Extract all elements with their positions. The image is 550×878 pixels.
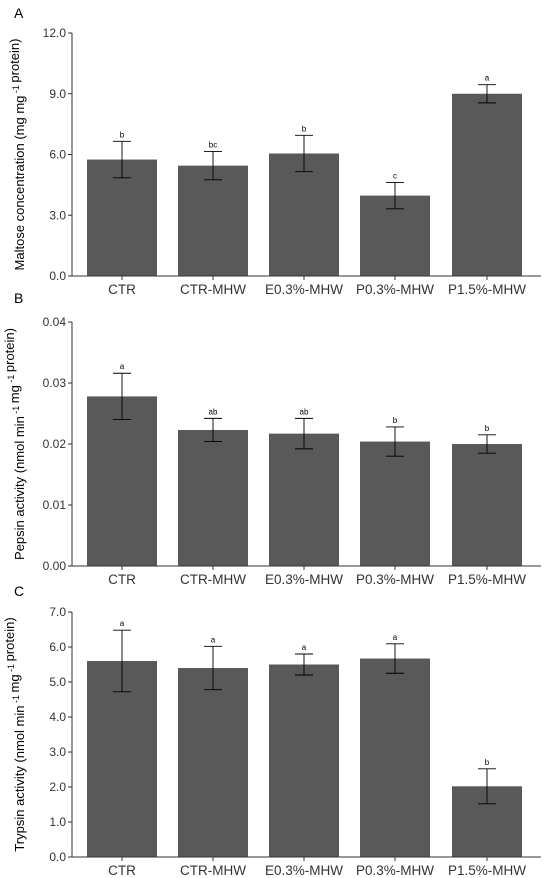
y-tick-label: 7.0 (49, 605, 66, 619)
bar (269, 664, 339, 857)
significance-letter: bc (209, 140, 217, 149)
significance-letter: b (393, 416, 398, 425)
significance-letter: a (393, 633, 398, 642)
bar (452, 444, 522, 566)
panel-label: B (14, 290, 23, 306)
x-tick-label: P0.3%-MHW (356, 572, 434, 587)
bar (452, 93, 522, 276)
x-tick-label: P0.3%-MHW (356, 282, 434, 297)
y-tick-label: 4.0 (49, 710, 66, 724)
y-axis-label-text: Maltose concentration (mg mg (12, 96, 27, 271)
bar (87, 159, 157, 276)
y-axis-label-text: mg (7, 385, 22, 403)
error-bar (295, 417, 313, 450)
y-tick-label: 0.0 (49, 850, 66, 864)
x-tick-label: P1.5%-MHW (448, 282, 526, 297)
error-bar (478, 84, 496, 104)
y-tick-label: 9.0 (49, 87, 66, 101)
error-bar (386, 181, 404, 210)
panel-label: C (14, 583, 24, 599)
error-bar (478, 434, 496, 454)
y-axis-label-text: protein) (7, 39, 22, 83)
x-tick-label: CTR-MHW (180, 863, 246, 878)
significance-letter: c (393, 171, 397, 180)
error-bar (386, 426, 404, 457)
y-tick-label: 0.02 (43, 437, 67, 451)
bar (360, 441, 430, 566)
significance-letter: ab (209, 407, 218, 416)
y-axis-label-superscript: -1 (6, 661, 16, 674)
bar (178, 668, 248, 857)
x-tick-label: CTR (108, 863, 136, 878)
y-axis-label-superscript: -1 (11, 403, 21, 416)
x-tick-label: CTR (108, 282, 136, 297)
error-bar (204, 151, 222, 181)
error-bar (386, 643, 404, 674)
error-bar (295, 653, 313, 676)
panel-b: Ba ab ab b b 0.00 0.01 0.02 0.03 0.04 CTR CTR-MHW E0… (2, 290, 541, 587)
significance-letter: ab (300, 407, 309, 416)
error-bar (113, 372, 131, 421)
panel-c: Ca a a a b 0.0 1.0 2.0 3.0 4.0 5.0 6.0 7.0 CTR CTR-MHW… (2, 583, 541, 878)
significance-letter: a (485, 74, 490, 83)
significance-letter: a (120, 362, 125, 371)
error-bar (113, 140, 131, 179)
x-tick-label: P0.3%-MHW (356, 863, 434, 878)
y-tick-label: 1.0 (49, 815, 66, 829)
y-tick-label: 0.01 (43, 498, 67, 512)
error-bar (204, 417, 222, 443)
y-axis-label-superscript: -1 (6, 372, 16, 385)
x-tick-label: E0.3%-MHW (265, 572, 343, 587)
y-axis-label-text: Pepsin activity (nmol min (12, 416, 27, 560)
y-axis-label-superscript: -1 (11, 83, 21, 96)
y-tick-label: 2.0 (49, 780, 66, 794)
x-tick-label: CTR (108, 572, 136, 587)
y-axis-label-text: protein) (2, 328, 17, 372)
y-axis-label-text: mg (7, 674, 22, 692)
error-bar (204, 645, 222, 691)
y-tick-label: 0.04 (43, 315, 67, 329)
significance-letter: b (302, 124, 307, 133)
y-tick-label: 5.0 (49, 675, 66, 689)
x-tick-label: E0.3%-MHW (265, 282, 343, 297)
y-tick-label: 3.0 (49, 745, 66, 759)
y-axis-label-text: Trypsin activity (nmol min (12, 706, 27, 852)
y-axis-label: Trypsin activity (nmol min -1 mg -1 prot… (2, 617, 27, 851)
significance-letter: b (485, 424, 490, 433)
error-bar (295, 134, 313, 173)
y-axis-label-superscript: -1 (11, 692, 21, 705)
panel-label: A (14, 5, 24, 21)
significance-letter: b (485, 758, 490, 767)
y-tick-label: 3.0 (49, 208, 66, 222)
x-tick-label: E0.3%-MHW (265, 863, 343, 878)
significance-letter: a (211, 635, 216, 644)
bar (269, 433, 339, 566)
y-tick-label: 0.00 (43, 559, 67, 573)
y-axis-label: Pepsin activity (nmol min -1 mg -1 prote… (2, 328, 27, 560)
significance-letter: a (302, 643, 307, 652)
y-axis-label: Maltose concentration (mg mg -1 protein) (7, 39, 27, 271)
error-bar (478, 768, 496, 805)
x-tick-label: CTR-MHW (180, 282, 246, 297)
y-axis-label-text: protein) (2, 617, 17, 661)
x-tick-label: P1.5%-MHW (448, 572, 526, 587)
bar (178, 165, 248, 276)
y-tick-label: 12.0 (43, 26, 67, 40)
error-bar (113, 629, 131, 693)
bar (269, 153, 339, 276)
significance-letter: b (120, 130, 125, 139)
y-tick-label: 0.03 (43, 376, 67, 390)
bar (178, 429, 248, 566)
bar (87, 396, 157, 566)
bar (87, 661, 157, 857)
x-tick-label: CTR-MHW (180, 572, 246, 587)
significance-letter: a (120, 619, 125, 628)
y-tick-label: 6.0 (49, 640, 66, 654)
x-tick-label: P1.5%-MHW (448, 863, 526, 878)
bar (360, 658, 430, 857)
y-tick-label: 6.0 (49, 148, 66, 162)
y-tick-label: 0.0 (49, 269, 66, 283)
